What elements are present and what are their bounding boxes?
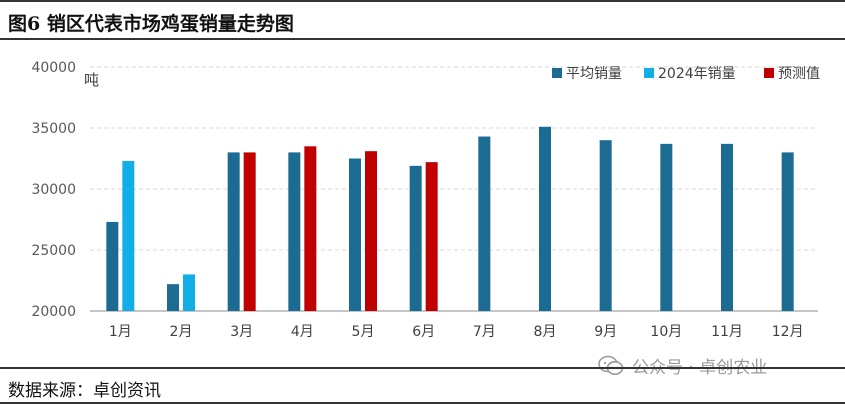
- y-tick-label: 25000: [31, 243, 76, 259]
- bar-chart: 20000 25000 30000 35000 40000 吨 1月 2月 3月 4月 5月 6月 7月…: [31, 60, 820, 340]
- source-note: 数据来源：卓创资讯: [8, 381, 161, 401]
- legend-label: 预测值: [778, 66, 820, 82]
- bar: [349, 158, 361, 311]
- bar: [599, 140, 612, 311]
- x-tick-label: 3月: [230, 324, 253, 340]
- bar: [365, 151, 377, 311]
- x-tick-label: 8月: [534, 324, 557, 340]
- legend-label: 2024年销量: [658, 66, 736, 82]
- x-tick-label: 9月: [594, 324, 617, 340]
- bar: [721, 143, 733, 311]
- bar: [243, 152, 256, 311]
- legend-label: 平均销量: [566, 66, 622, 82]
- x-tick-label: 5月: [352, 324, 375, 340]
- bar: [781, 152, 794, 311]
- y-unit-label: 吨: [84, 71, 99, 89]
- bar: [304, 146, 317, 311]
- x-tick-label: 4月: [291, 324, 314, 340]
- legend-swatch: [552, 68, 562, 78]
- bar: [409, 165, 422, 311]
- bar: [425, 162, 438, 311]
- x-tick-label: 2月: [170, 324, 193, 340]
- footer: 数据来源：卓创资讯: [0, 367, 845, 404]
- x-tick-label: 10月: [650, 324, 682, 340]
- bar: [288, 152, 301, 311]
- y-tick-label: 20000: [31, 304, 76, 320]
- legend-swatch: [764, 68, 774, 78]
- chart-title: 图6 销区代表市场鸡蛋销量走势图: [8, 13, 294, 35]
- bar: [478, 136, 491, 311]
- x-tick-label: 1月: [109, 324, 132, 340]
- bar: [660, 143, 673, 311]
- bar: [183, 274, 195, 311]
- bar: [227, 152, 240, 311]
- title-bar: 图6 销区代表市场鸡蛋销量走势图: [0, 0, 845, 40]
- x-tick-label: 11月: [711, 324, 743, 340]
- bar: [106, 221, 119, 311]
- x-tick-label: 6月: [412, 324, 435, 340]
- x-tick-label: 12月: [772, 324, 804, 340]
- y-tick-label: 30000: [31, 182, 76, 198]
- bar: [539, 126, 551, 311]
- bar: [122, 160, 135, 311]
- legend-swatch: [644, 68, 654, 78]
- bar: [167, 284, 179, 311]
- y-tick-label: 40000: [31, 60, 76, 76]
- x-tick-label: 7月: [473, 324, 496, 340]
- y-tick-label: 35000: [31, 121, 76, 137]
